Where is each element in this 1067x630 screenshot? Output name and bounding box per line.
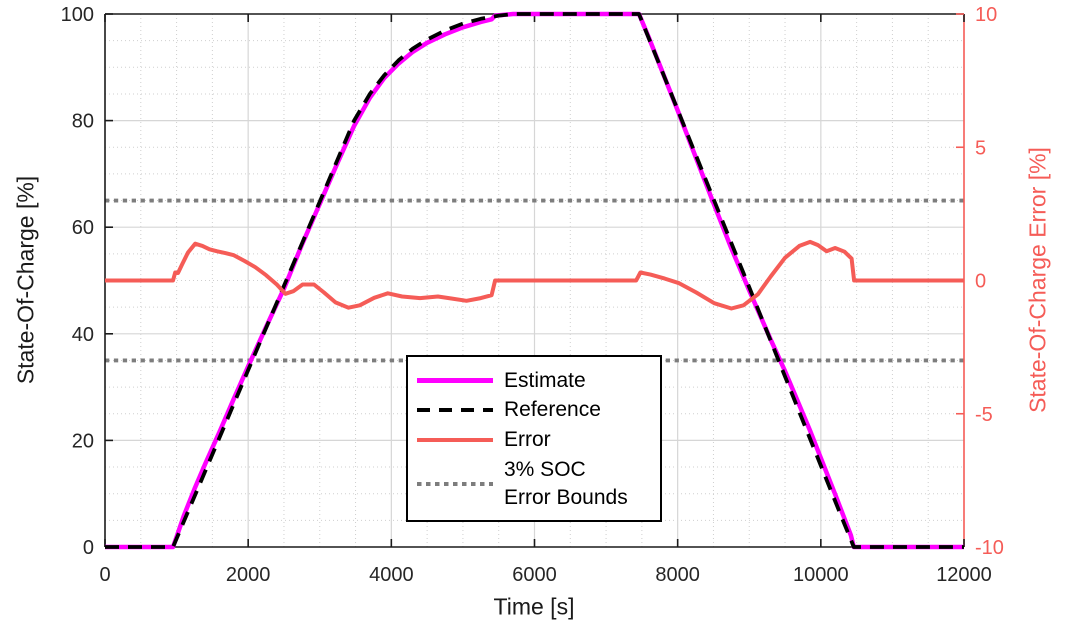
y-right-tick-label: 0 xyxy=(975,271,986,293)
legend-row-estimate: Estimate xyxy=(408,366,660,395)
legend-row-reference: Reference xyxy=(408,395,660,424)
x-tick-label: 2000 xyxy=(226,564,271,586)
legend-error-label: Error xyxy=(504,427,551,451)
y-axis-right-label: State-Of-Charge Error [%] xyxy=(1024,147,1051,413)
y-left-tick-label: 60 xyxy=(72,217,94,239)
legend-error-line xyxy=(417,437,493,442)
legend-reference-label: Reference xyxy=(504,398,601,422)
legend-estimate-line xyxy=(417,378,493,384)
series-error-line xyxy=(105,239,964,311)
y-left-tick-label: 20 xyxy=(72,430,94,452)
legend: Estimate Reference Error 3% SOC Error Bo… xyxy=(406,355,662,522)
x-axis-label: Time [s] xyxy=(493,593,575,620)
y-left-tick-label: 80 xyxy=(72,111,94,133)
legend-bounds-label-line1: 3% SOC xyxy=(504,458,586,482)
y-right-tick-label: 10 xyxy=(975,4,997,26)
y-right-tick-label: 5 xyxy=(975,137,986,159)
x-tick-label: 0 xyxy=(99,564,110,586)
legend-bounds-label-line2: Error Bounds xyxy=(504,485,628,509)
legend-row-bounds: 3% SOC Error Bounds xyxy=(408,454,660,513)
y-left-tick-label: 40 xyxy=(72,324,94,346)
legend-row-error: Error xyxy=(408,425,660,454)
x-tick-label: 12000 xyxy=(936,564,992,586)
legend-bounds-label: 3% SOC Error Bounds xyxy=(504,456,628,511)
x-tick-label: 8000 xyxy=(655,564,700,586)
legend-estimate-label: Estimate xyxy=(504,369,586,393)
x-tick-label: 4000 xyxy=(369,564,414,586)
y-right-tick-label: -5 xyxy=(975,404,993,426)
y-right-tick-label: -10 xyxy=(975,537,1004,559)
legend-bounds-line xyxy=(417,481,493,486)
x-tick-label: 6000 xyxy=(512,564,557,586)
series-estimate-line xyxy=(105,11,964,550)
legend-reference-line xyxy=(417,408,493,413)
x-tick-label: 10000 xyxy=(793,564,849,586)
y-left-tick-label: 0 xyxy=(83,537,94,559)
y-left-tick-label: 100 xyxy=(61,4,94,26)
y-axis-left-label: State-Of-Charge [%] xyxy=(12,175,39,385)
